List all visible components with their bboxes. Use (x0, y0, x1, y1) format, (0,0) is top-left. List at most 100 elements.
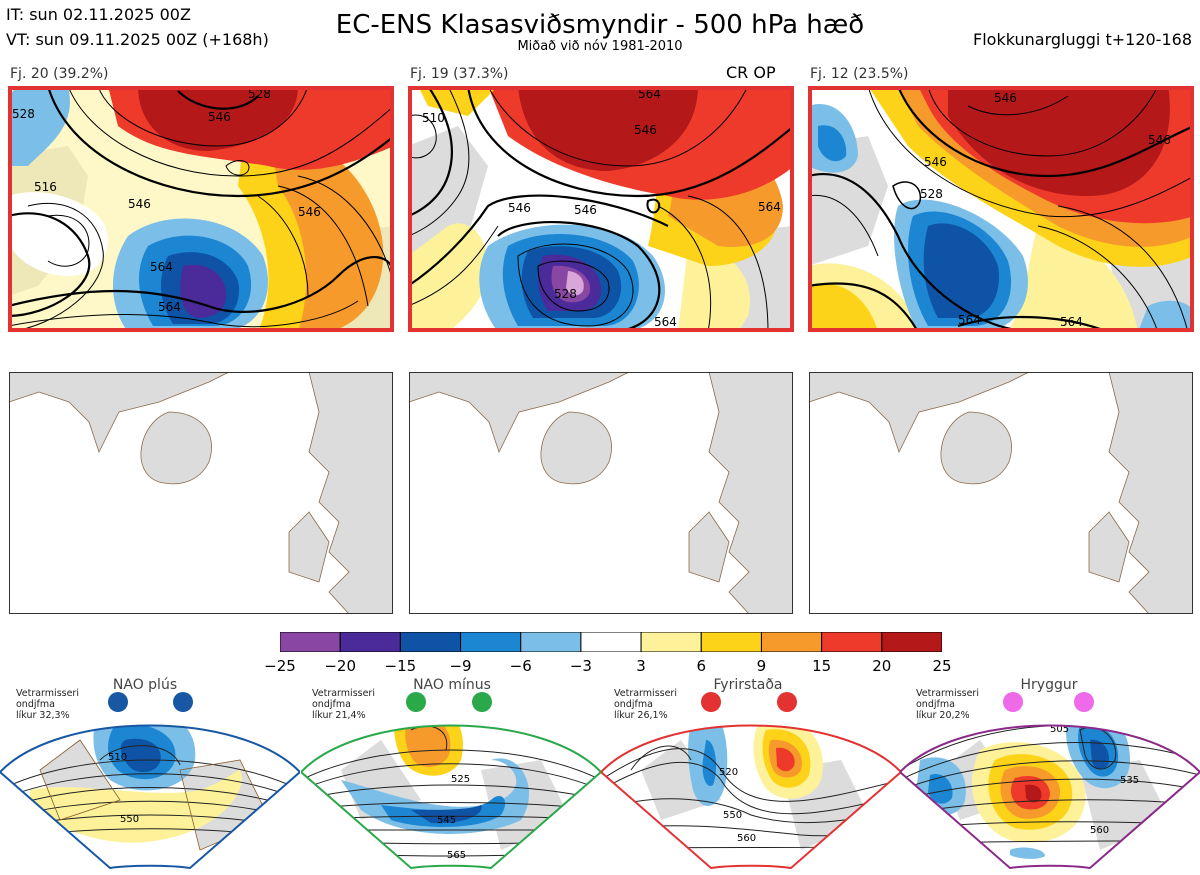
regime-months: ondjfma (16, 699, 55, 710)
regime-contour-label: 550 (120, 814, 139, 825)
contour-label: 528 (12, 107, 35, 121)
cluster-map-3: 546 546 528 546 564 564 (808, 86, 1194, 332)
contour-label: 564 (654, 315, 677, 329)
page-title: EC-ENS Klasasviðsmyndir - 500 hPa hæð (335, 10, 865, 40)
cluster-label-3: Fj. 12 (23.5%) (810, 66, 909, 82)
colorbar-tick-label: −20 (324, 657, 356, 675)
regime-contour-label: 565 (447, 850, 466, 861)
regime-map-nao-minus: 525 545 565 (299, 680, 603, 871)
contour-label: 528 (920, 187, 943, 201)
contour-label: 546 (574, 203, 597, 217)
contour-label: 546 (1148, 133, 1171, 147)
colorbar-tick-label: −6 (509, 657, 532, 675)
regime-title-nao-minus: NAO mínus (413, 677, 491, 693)
initial-time: IT: sun 02.11.2025 00Z (6, 5, 191, 24)
colorbar-tick-label: 6 (696, 657, 707, 675)
regime-season: Vetrarmisseri (614, 688, 677, 699)
regime-info-ridge: Vetrarmisseri ondjfma líkur 20,2% (916, 688, 979, 721)
colorbar-tick-label: −3 (569, 657, 592, 675)
cluster-map-2: 510 546 546 528 546 564 564 564 (408, 86, 794, 332)
contour-label: 546 (924, 155, 947, 169)
regime-season: Vetrarmisseri (312, 688, 375, 699)
colorbar-swatch (640, 631, 702, 653)
regime-contour-label: 505 (1050, 724, 1069, 735)
regime-dot (1003, 692, 1023, 712)
regime-likelihood: líkur 20,2% (916, 710, 970, 721)
regime-info-nao-minus: Vetrarmisseri ondjfma líkur 21,4% (312, 688, 375, 721)
colorbar-swatch (520, 631, 582, 653)
colorbar-swatch (881, 631, 943, 653)
colorbar-swatch (821, 631, 883, 653)
colorbar-tick-label: −15 (384, 657, 417, 675)
colorbar-swatch (580, 631, 642, 653)
regime-contour-label: 560 (737, 833, 756, 844)
cluster-label-1: Fj. 20 (39.2%) (10, 66, 109, 82)
regime-season: Vetrarmisseri (16, 688, 79, 699)
colorbar-swatch (399, 631, 462, 653)
contour-label: 564 (958, 313, 981, 327)
colorbar-tick-label: 15 (812, 657, 832, 675)
colorbar-tick-label: 3 (636, 657, 646, 675)
contour-label: 564 (758, 200, 781, 214)
colorbar-swatch (339, 631, 401, 653)
regime-season: Vetrarmisseri (916, 688, 979, 699)
empty-map-3 (809, 372, 1193, 614)
regime-dot (173, 692, 193, 712)
empty-map-1 (9, 372, 393, 614)
regime-months: ondjfma (312, 699, 351, 710)
cluster-label-2: Fj. 19 (37.3%) (410, 66, 509, 82)
contour-label: 528 (554, 287, 577, 301)
regime-contour-label: 545 (437, 815, 456, 826)
contour-label: 546 (298, 205, 321, 219)
contour-label: 528 (248, 87, 271, 101)
regime-dot (701, 692, 721, 712)
control-operational-badge: CR OP (726, 63, 776, 82)
contour-label: 564 (150, 260, 173, 274)
colorbar (279, 631, 943, 653)
valid-time: VT: sun 09.11.2025 00Z (+168h) (6, 30, 269, 49)
regime-dot (472, 692, 492, 712)
page-subtitle: Miðað við nóv 1981-2010 (517, 39, 683, 54)
contour-label: 546 (128, 197, 151, 211)
regime-map-blocking: 520 550 560 (599, 680, 903, 871)
regime-contour-label: 560 (1090, 825, 1109, 836)
regime-contour-label: 550 (723, 810, 742, 821)
regime-likelihood: líkur 32,3% (16, 710, 70, 721)
cluster-window: Flokkunargluggi t+120-168 (973, 30, 1192, 49)
regime-dot (108, 692, 128, 712)
contour-label: 564 (1060, 315, 1083, 329)
regime-dot (406, 692, 426, 712)
regime-contour-label: 525 (451, 774, 470, 785)
regime-dot (777, 692, 797, 712)
regime-months: ondjfma (916, 699, 955, 710)
contour-label: 546 (634, 123, 657, 137)
colorbar-tick-label: 25 (932, 657, 952, 675)
colorbar-swatch (760, 631, 823, 653)
regime-title-nao-plus: NAO plús (112, 677, 178, 693)
colorbar-swatch (460, 631, 522, 653)
regime-map-nao-plus: 510 550 (0, 680, 302, 871)
contour-label: 564 (638, 87, 661, 101)
contour-label: 564 (158, 300, 181, 314)
contour-label: 546 (508, 201, 531, 215)
colorbar-tick-label: −9 (449, 657, 472, 675)
regime-title-blocking: Fyrirstaða (713, 677, 783, 693)
regime-info-blocking: Vetrarmisseri ondjfma líkur 26,1% (614, 688, 677, 721)
colorbar-tick-label: −25 (264, 657, 296, 675)
regime-contour-label: 510 (108, 752, 127, 763)
empty-map-2 (409, 372, 793, 614)
regime-info-nao-plus: Vetrarmisseri ondjfma líkur 32,3% (16, 688, 79, 721)
colorbar-swatch (279, 631, 341, 653)
colorbar-swatch (700, 631, 762, 653)
contour-label: 546 (208, 110, 231, 124)
regime-contour-label: 535 (1120, 775, 1139, 786)
contour-label: 510 (422, 111, 445, 125)
contour-label: 516 (34, 180, 57, 194)
regime-months: ondjfma (614, 699, 653, 710)
colorbar-tick-label: 9 (756, 657, 767, 675)
contour-label: 546 (994, 91, 1017, 105)
cluster-map-1: 528 516 546 546 564 564 546 528 (8, 86, 394, 332)
regime-dot (1074, 692, 1094, 712)
regime-title-ridge: Hryggur (1020, 677, 1078, 693)
regime-map-ridge: 505 535 560 (898, 680, 1200, 871)
